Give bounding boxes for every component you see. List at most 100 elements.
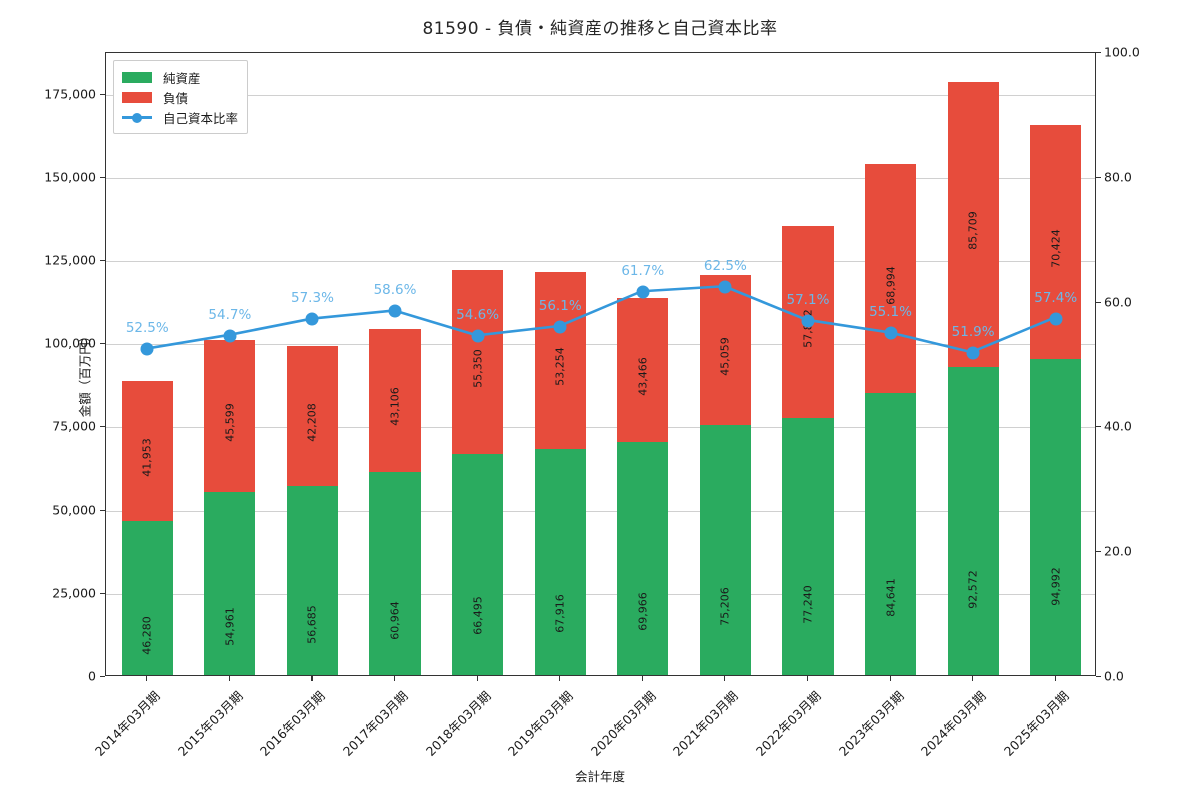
bar-group[interactable]: 92,572 85,709 [947, 81, 999, 675]
gridline [106, 94, 1095, 96]
legend-swatch-icon [122, 71, 152, 83]
bar-segment-equity[interactable]: 67,916 [534, 448, 586, 675]
legend-item[interactable]: 純資産 [122, 67, 238, 87]
y-axis-tickmark-right [1096, 676, 1101, 678]
y-axis-tick-right: 100.0 [1104, 44, 1140, 60]
y-axis-tickmark-left [100, 509, 105, 511]
bar-segment-equity[interactable]: 75,206 [699, 424, 751, 675]
ratio-marker[interactable] [140, 342, 154, 356]
y-axis-tickmark-left [100, 426, 105, 428]
ratio-marker[interactable] [636, 285, 650, 299]
gridline [106, 593, 1095, 595]
gridlines [106, 53, 1095, 675]
y-axis-tickmark-right [1096, 551, 1101, 553]
bar-group[interactable]: 46,280 41,953 [121, 381, 173, 675]
bar-segment-debt[interactable]: 41,953 [121, 381, 173, 521]
bar-group[interactable]: 67,916 53,254 [534, 271, 586, 675]
y-axis-tick-left: 0 [88, 668, 96, 684]
bar-group[interactable]: 77,240 57,832 [782, 225, 834, 675]
gridline [106, 510, 1095, 512]
ratio-value-label: 58.6% [373, 282, 417, 299]
bar-segment-debt[interactable]: 85,709 [947, 81, 999, 367]
y-axis-label-left: 金額（百万円） [77, 329, 93, 418]
bar-segment-equity[interactable]: 77,240 [782, 417, 834, 675]
bar-segment-debt[interactable]: 42,208 [286, 345, 339, 487]
x-axis-tickmark [476, 676, 478, 681]
y-axis-tickmark-right [1096, 176, 1101, 178]
bar-segment-equity[interactable]: 92,572 [947, 366, 999, 675]
bar-group[interactable]: 66,495 55,350 [452, 269, 504, 675]
x-axis-tickmark [972, 676, 974, 681]
y-axis-tick-left: 50,000 [52, 502, 96, 518]
ratio-marker[interactable] [305, 312, 319, 326]
gridline [106, 177, 1095, 179]
y-axis-tickmark-left [100, 176, 105, 178]
y-axis-tickmark-right [1096, 301, 1101, 303]
ratio-markers: 52.5% 54.7% 57.3% 58.6% 54.6% 56.1% 61.7% 62.5%… [106, 53, 1095, 675]
ratio-marker[interactable] [471, 329, 485, 343]
ratio-marker[interactable] [718, 280, 732, 294]
ratio-marker[interactable] [884, 326, 898, 340]
bar-segment-equity[interactable]: 54,961 [204, 492, 256, 675]
ratio-marker[interactable] [966, 346, 980, 360]
bar-segment-debt[interactable]: 45,599 [204, 340, 256, 493]
legend-item[interactable]: 負債 [122, 87, 238, 107]
bar-segment-debt[interactable]: 43,106 [369, 328, 421, 473]
legend-item-label: 純資産 [163, 70, 201, 86]
legend-item[interactable]: 自己資本比率 [122, 107, 238, 127]
y-axis-tickmark-right [1096, 52, 1101, 54]
gridline [106, 261, 1095, 262]
chart-legend: 純資産負債 自己資本比率 [113, 60, 249, 134]
x-axis-tickmark [889, 676, 891, 681]
ratio-marker[interactable] [553, 320, 567, 334]
x-axis-tickmark [394, 676, 396, 681]
y-axis-tick-left: 100,000 [44, 335, 96, 351]
bar-segment-equity[interactable]: 66,495 [452, 453, 504, 675]
x-axis-tick-label: 2022年03月期 [752, 688, 824, 759]
page-title: 81590 - 負債・純資産の推移と自己資本比率 [422, 19, 778, 39]
y-axis-tickmark-left [100, 93, 105, 95]
ratio-value-label: 56.1% [538, 297, 582, 314]
x-axis-tickmark [806, 676, 809, 681]
bar-group[interactable]: 84,641 68,994 [864, 163, 917, 675]
bar-segment-equity[interactable]: 56,685 [286, 486, 339, 675]
y-axis-tickmark-right [1096, 426, 1101, 428]
bar-group[interactable]: 56,685 42,208 [286, 345, 339, 675]
legend-swatch-icon [122, 91, 152, 103]
bar-segment-equity[interactable]: 84,641 [864, 393, 917, 675]
bar-group[interactable]: 54,961 45,599 [204, 340, 256, 675]
y-axis-tick-right: 20.0 [1104, 543, 1132, 559]
ratio-value-label: 57.4% [1034, 289, 1078, 306]
bar-group[interactable]: 60,964 43,106 [369, 328, 421, 675]
x-axis-tick-label: 2017年03月期 [339, 688, 411, 759]
bar-segment-equity[interactable]: 69,966 [617, 442, 669, 675]
ratio-line-layer [145, 284, 1056, 354]
bar-segment-debt[interactable]: 55,350 [452, 269, 504, 454]
ratio-value-label: 61.7% [621, 262, 665, 279]
x-axis-tick-label: 2023年03月期 [835, 688, 907, 759]
bar-segment-debt[interactable]: 45,059 [699, 274, 751, 425]
ratio-value-label: 55.1% [869, 304, 912, 321]
bar-segment-equity[interactable]: 60,964 [369, 472, 421, 675]
x-axis-tick-label: 2019年03月期 [505, 688, 576, 759]
y-axis-tick-left: 25,000 [52, 585, 96, 601]
y-axis-tick-left: 125,000 [44, 252, 96, 268]
bar-group[interactable]: 75,206 45,059 [699, 274, 751, 675]
ratio-value-label: 52.5% [125, 320, 169, 337]
bar-group[interactable]: 69,966 43,466 [617, 297, 669, 675]
ratio-marker[interactable] [388, 304, 402, 318]
x-axis-tickmark [559, 676, 561, 681]
bar-segment-debt[interactable]: 43,466 [617, 297, 669, 443]
x-axis-tick-label: 2021年03月期 [670, 688, 742, 759]
bar-segment-equity[interactable]: 46,280 [121, 520, 173, 675]
x-axis-tick-label: 2018年03月期 [422, 688, 494, 759]
ratio-marker[interactable] [801, 314, 815, 328]
ratio-value-label: 57.1% [786, 291, 830, 308]
bar-segment-equity[interactable]: 94,992 [1030, 358, 1082, 675]
legend-item-label: 負債 [163, 90, 189, 106]
bar-segment-debt[interactable]: 68,994 [864, 163, 917, 394]
ratio-marker[interactable] [223, 329, 237, 343]
bar-segment-debt[interactable]: 53,254 [534, 271, 586, 449]
ratio-marker[interactable] [1049, 312, 1063, 326]
